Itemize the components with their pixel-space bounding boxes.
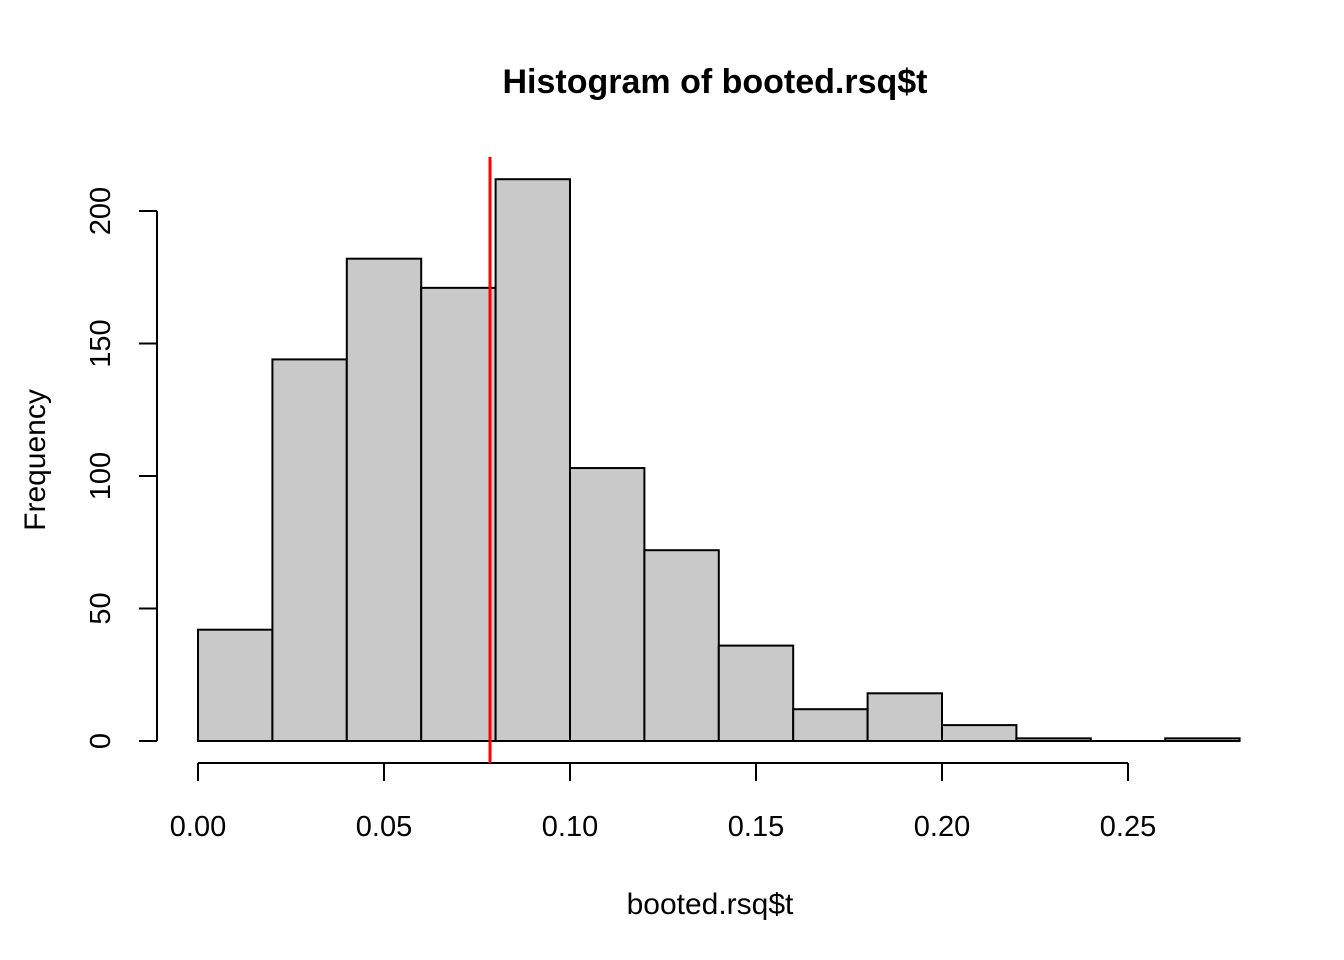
histogram-bar — [420, 286, 497, 742]
x-axis-tick-label: 0.25 — [1100, 811, 1156, 843]
y-axis: 0 50 100 150 200 — [85, 187, 158, 749]
x-axis-tick-label: 0.15 — [728, 811, 784, 843]
y-axis-tick-label: 200 — [85, 187, 117, 235]
y-axis-tick-label: 50 — [85, 592, 117, 624]
histogram-bars — [197, 178, 1241, 743]
histogram-bar — [494, 178, 572, 742]
histogram-bar — [1015, 737, 1092, 742]
y-axis-title: Frequency — [19, 389, 52, 531]
y-axis-tick-label: 100 — [85, 452, 117, 500]
histogram-bar — [792, 708, 869, 743]
histogram-bar — [271, 358, 348, 742]
histogram-bar — [569, 467, 646, 742]
x-axis-tick-label: 0.20 — [914, 811, 970, 843]
x-axis: 0.00 0.05 0.10 0.15 0.20 0.25 — [170, 762, 1156, 843]
histogram-bar — [345, 257, 423, 742]
histogram-bar — [717, 644, 795, 742]
x-axis-title: booted.rsq$t — [627, 888, 794, 921]
y-axis-tick-label: 0 — [85, 733, 117, 749]
x-axis-tick-label: 0.00 — [170, 811, 226, 843]
chart-title: Histogram of booted.rsq$t — [502, 63, 927, 101]
histogram-bar — [197, 628, 274, 743]
histogram-bar — [866, 692, 943, 742]
histogram-bar — [941, 724, 1018, 742]
histogram-bar — [643, 549, 720, 743]
y-axis-tick-label: 150 — [85, 319, 117, 367]
x-axis-tick-label: 0.05 — [356, 811, 412, 843]
x-axis-tick-label: 0.10 — [542, 811, 598, 843]
histogram-bar — [1164, 737, 1241, 742]
